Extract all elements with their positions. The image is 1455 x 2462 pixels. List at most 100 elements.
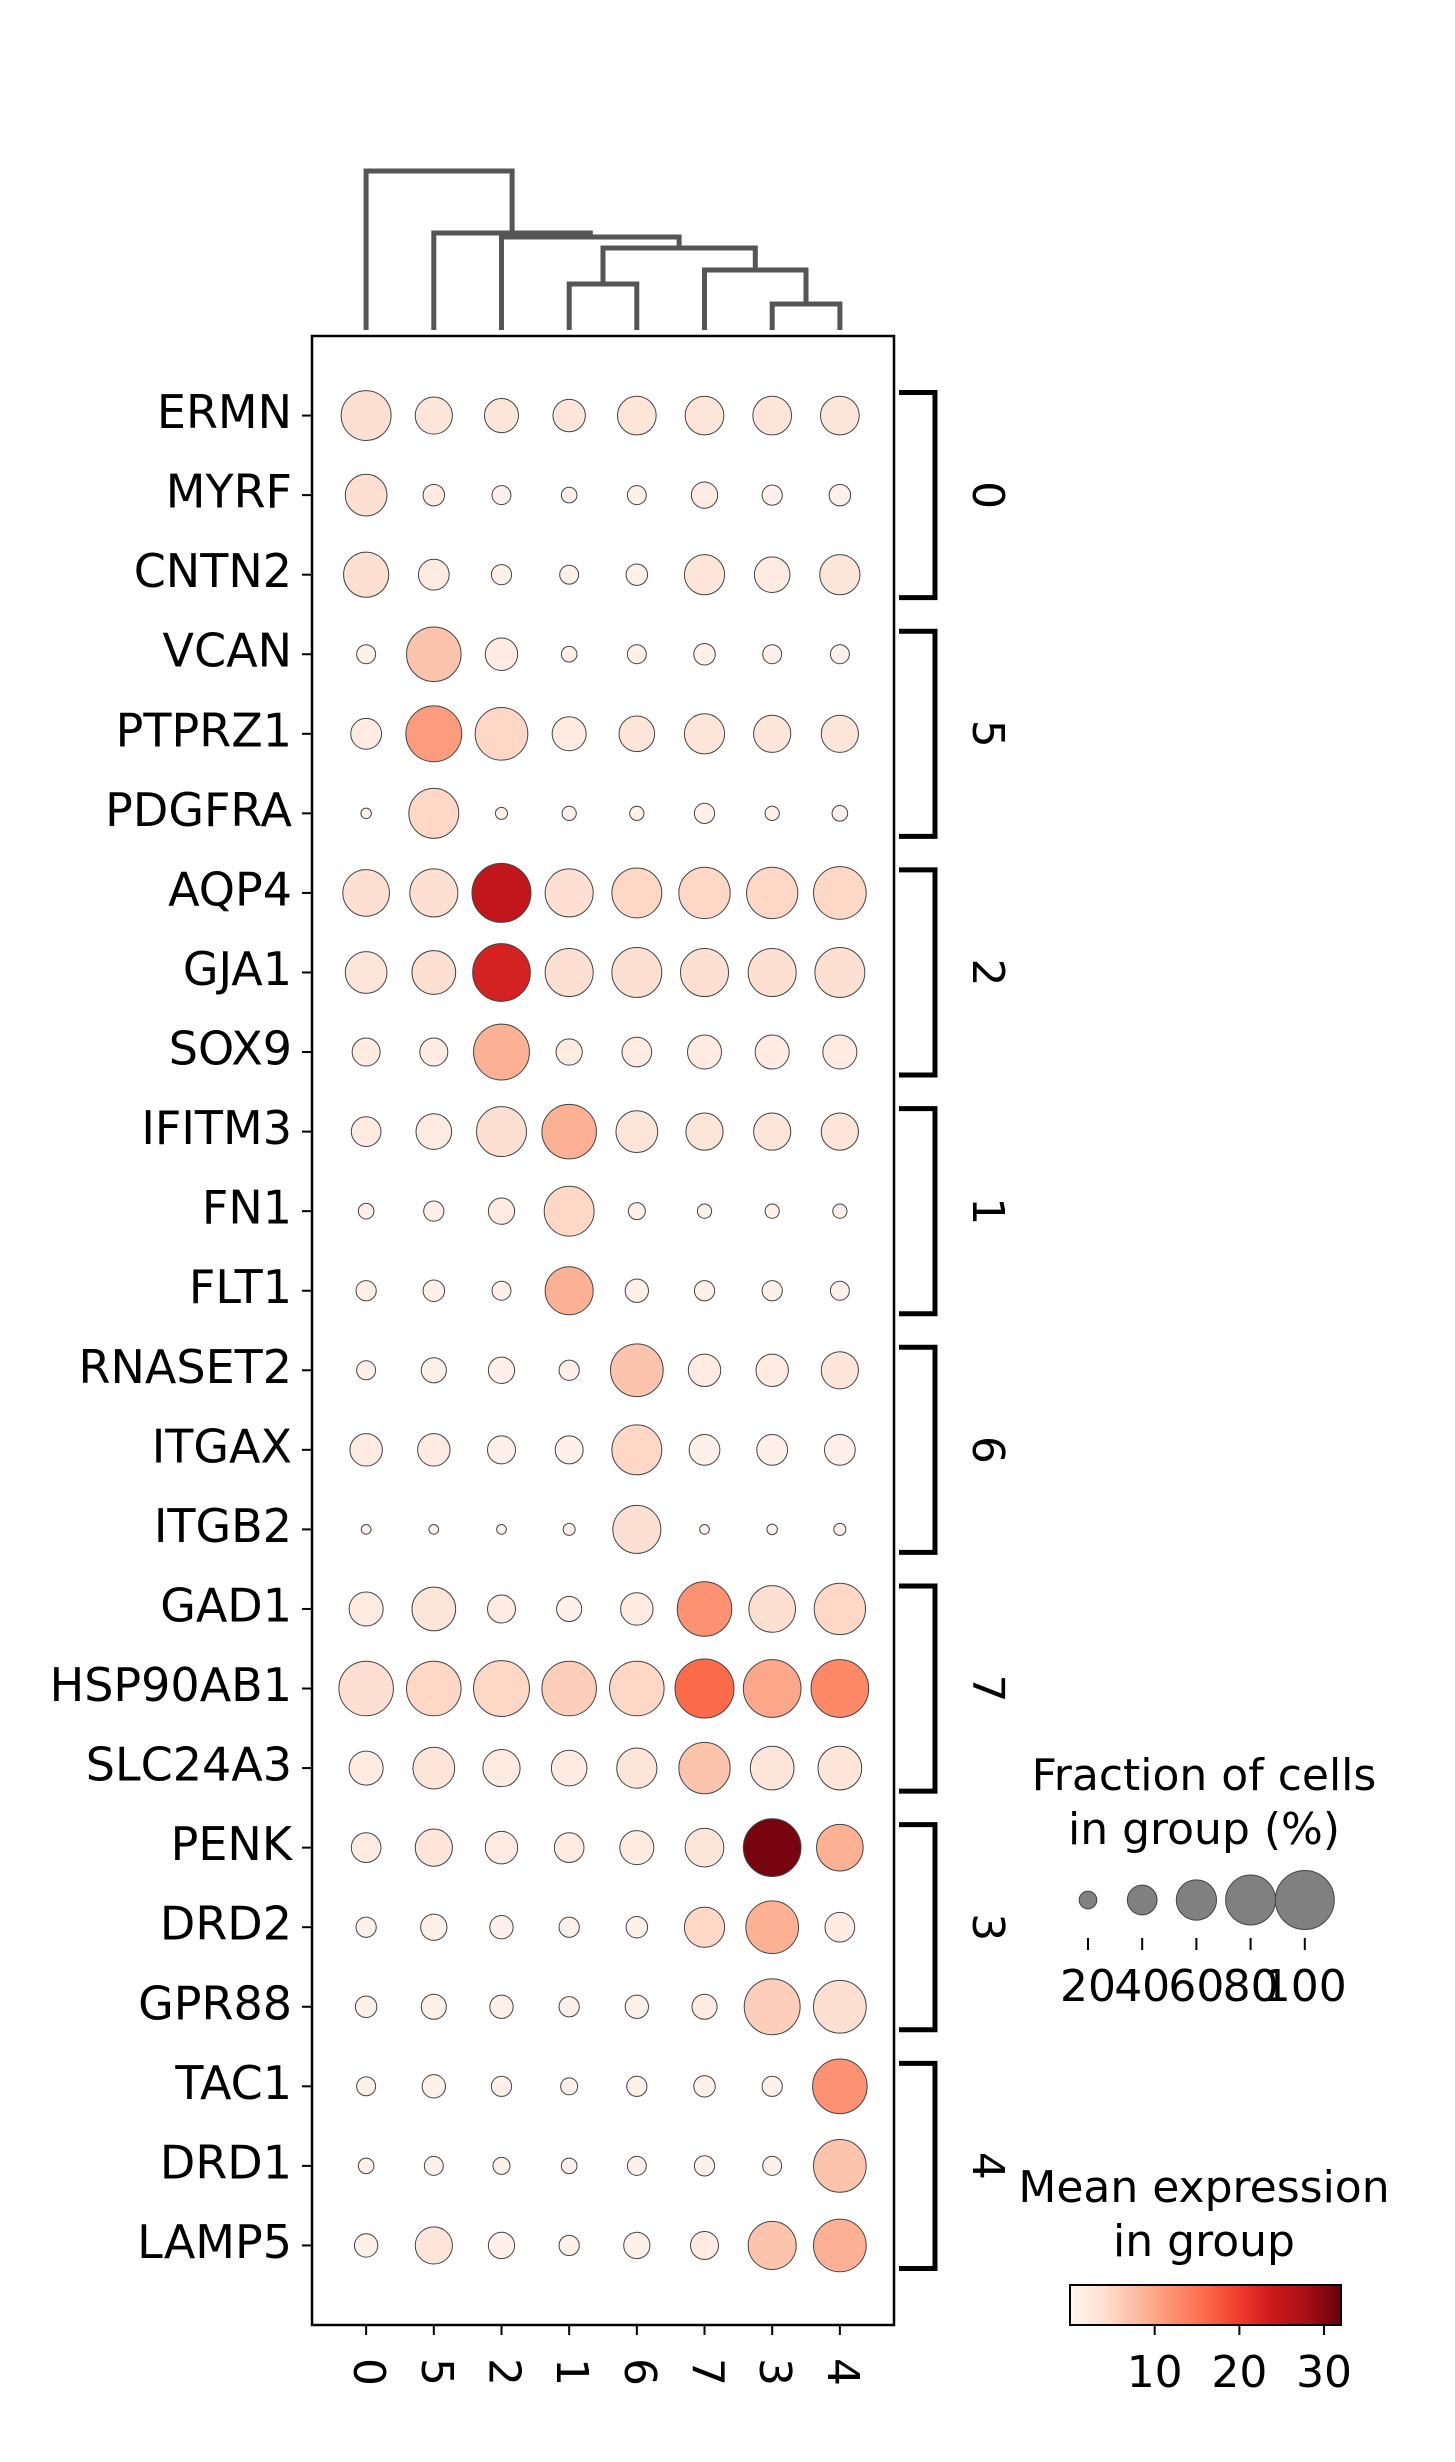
dot bbox=[560, 2077, 579, 2096]
dot bbox=[541, 1103, 597, 1160]
dendrogram-link bbox=[702, 267, 809, 330]
dot bbox=[340, 390, 392, 442]
y-tick-label: VCAN bbox=[163, 624, 292, 678]
dot bbox=[496, 1524, 507, 1535]
dot bbox=[820, 714, 859, 753]
dot bbox=[756, 1433, 789, 1466]
dot bbox=[813, 1582, 867, 1636]
dot bbox=[422, 483, 446, 507]
size-legend-dot bbox=[1078, 1890, 1098, 1910]
size-legend-dot bbox=[1274, 1870, 1335, 1930]
dot bbox=[489, 1915, 514, 1940]
dot bbox=[683, 554, 726, 596]
dot bbox=[553, 1832, 585, 1863]
y-tick-label: PENK bbox=[171, 1817, 294, 1871]
dot bbox=[552, 398, 586, 433]
dot bbox=[754, 1034, 790, 1070]
dot bbox=[619, 1830, 655, 1866]
dot bbox=[406, 626, 462, 682]
size-legend-label: 80 bbox=[1223, 1961, 1279, 2012]
dot bbox=[406, 1660, 462, 1717]
x-tick-label: 3 bbox=[749, 2358, 800, 2386]
dendrogram-link bbox=[769, 301, 843, 330]
dot bbox=[420, 1357, 447, 1384]
dot bbox=[761, 484, 783, 506]
dot bbox=[743, 1978, 801, 2036]
dot bbox=[616, 395, 657, 436]
dot bbox=[338, 1660, 394, 1717]
dot bbox=[761, 2075, 783, 2097]
dot bbox=[742, 1659, 802, 1718]
dot bbox=[486, 1435, 516, 1465]
dot bbox=[405, 705, 463, 763]
y-tick-label: DRD1 bbox=[160, 2135, 292, 2189]
dot bbox=[482, 1748, 521, 1788]
dot bbox=[484, 1830, 519, 1865]
dot bbox=[423, 1200, 445, 1222]
y-tick-label: ITGB2 bbox=[154, 1499, 292, 1553]
dot bbox=[348, 1591, 384, 1627]
y-tick-label: ITGAX bbox=[152, 1419, 292, 1473]
dot bbox=[415, 1113, 453, 1150]
y-tick-label: GAD1 bbox=[160, 1578, 292, 1632]
dot bbox=[679, 947, 730, 997]
dot bbox=[816, 1823, 864, 1872]
dot bbox=[541, 1660, 597, 1717]
dot bbox=[748, 1585, 796, 1633]
dot bbox=[761, 1280, 783, 1302]
group-label: 6 bbox=[962, 1436, 1013, 1464]
group-bracket bbox=[899, 1583, 938, 1794]
dot bbox=[484, 637, 519, 671]
dot bbox=[354, 1995, 378, 2019]
dot bbox=[422, 1279, 446, 1302]
dot bbox=[676, 1581, 733, 1637]
dot bbox=[753, 714, 792, 753]
dot bbox=[487, 1356, 516, 1384]
dot bbox=[820, 1351, 859, 1390]
dot bbox=[609, 1660, 665, 1717]
dot bbox=[559, 564, 580, 585]
dot bbox=[343, 551, 390, 598]
y-tick-label: GJA1 bbox=[183, 942, 292, 996]
dot bbox=[350, 1832, 382, 1863]
x-tick-label: 0 bbox=[343, 2358, 394, 2386]
dot bbox=[353, 2233, 379, 2258]
dot bbox=[561, 805, 577, 821]
dot bbox=[615, 1110, 659, 1153]
dot bbox=[747, 947, 797, 997]
dot bbox=[487, 1197, 516, 1225]
dendrogram-link bbox=[600, 245, 758, 284]
dot bbox=[833, 1522, 847, 1536]
group-bracket bbox=[899, 628, 938, 839]
dot bbox=[417, 558, 450, 591]
dot bbox=[626, 2155, 647, 2176]
dot bbox=[693, 2075, 716, 2098]
dot bbox=[473, 1660, 530, 1717]
dot bbox=[349, 1433, 383, 1467]
dot bbox=[351, 1037, 381, 1067]
dot bbox=[490, 2075, 513, 2097]
dot bbox=[551, 716, 587, 752]
dot bbox=[490, 564, 513, 586]
dot bbox=[558, 1359, 580, 1381]
dot bbox=[832, 1203, 848, 1219]
dot bbox=[356, 2076, 377, 2097]
dot bbox=[357, 1202, 375, 1220]
y-tick-label: AQP4 bbox=[168, 862, 292, 916]
size-legend-dot bbox=[1126, 1884, 1158, 1916]
dot bbox=[820, 395, 860, 436]
dot bbox=[487, 2231, 516, 2260]
dot bbox=[356, 1360, 377, 1381]
dot bbox=[753, 1112, 792, 1151]
dot bbox=[690, 481, 719, 509]
dot bbox=[414, 2226, 453, 2265]
dot bbox=[489, 1994, 514, 2019]
dot bbox=[824, 1911, 856, 1943]
dot bbox=[618, 715, 656, 753]
dendrogram-link bbox=[363, 168, 515, 330]
dot bbox=[623, 2231, 651, 2260]
dot bbox=[342, 869, 390, 917]
dot bbox=[810, 1659, 870, 1718]
size-legend-title: Fraction of cells bbox=[1032, 1750, 1377, 1801]
dot bbox=[611, 867, 663, 919]
